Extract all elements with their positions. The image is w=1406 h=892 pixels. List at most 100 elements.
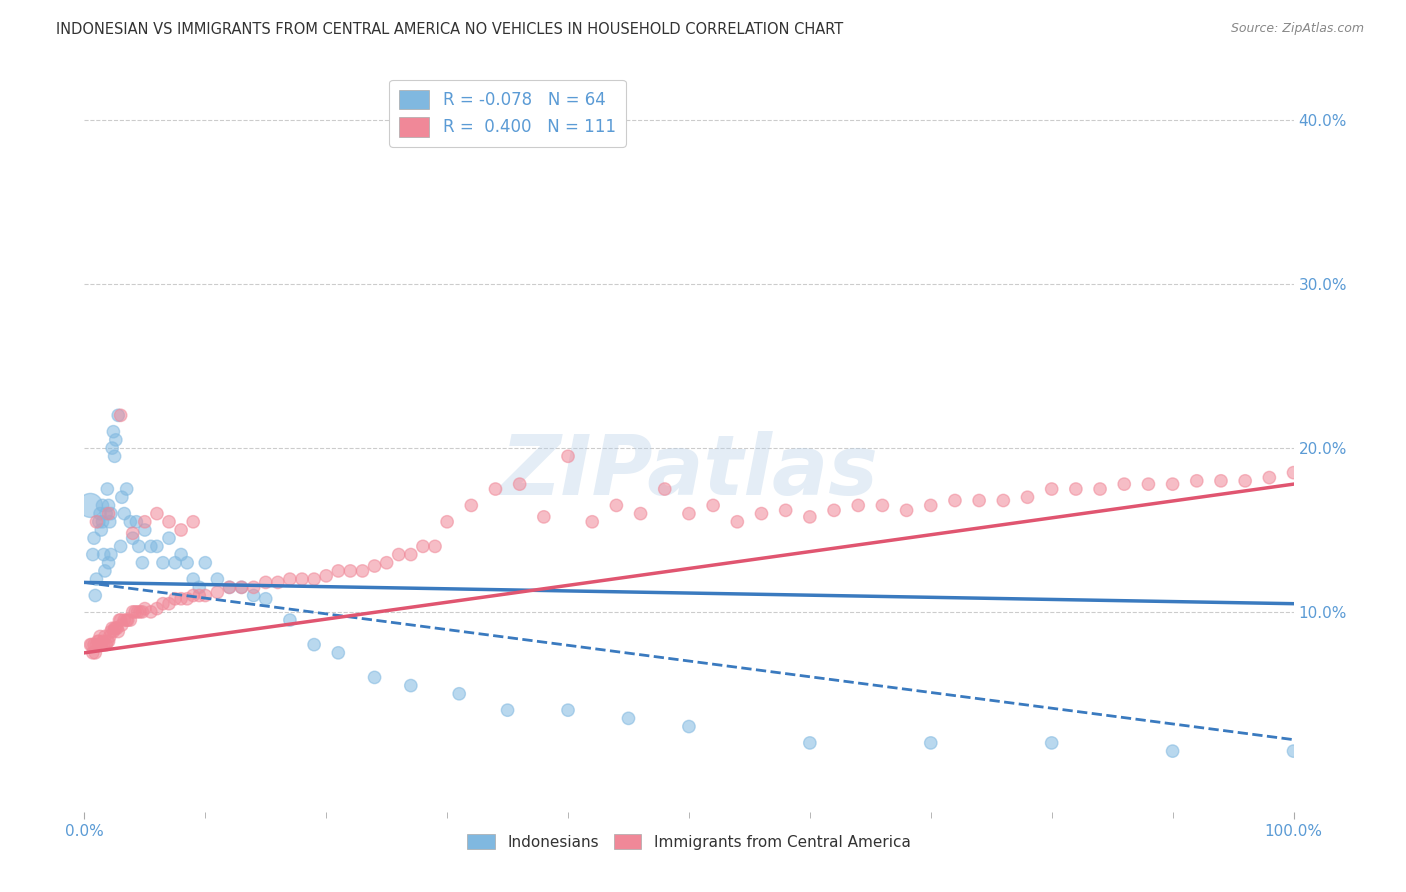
Point	[399, 548, 422, 562]
Point	[83, 531, 105, 545]
Point	[412, 540, 434, 554]
Point	[993, 493, 1015, 508]
Point	[104, 450, 127, 464]
Legend: Indonesians, Immigrants from Central America: Indonesians, Immigrants from Central Ame…	[461, 828, 917, 856]
Point	[363, 670, 385, 684]
Point	[799, 509, 821, 524]
Point	[920, 736, 942, 750]
Point	[484, 482, 506, 496]
Point	[128, 540, 150, 554]
Point	[207, 572, 229, 586]
Point	[107, 409, 129, 423]
Point	[121, 526, 143, 541]
Text: INDONESIAN VS IMMIGRANTS FROM CENTRAL AMERICA NO VEHICLES IN HOUSEHOLD CORRELATI: INDONESIAN VS IMMIGRANTS FROM CENTRAL AM…	[56, 22, 844, 37]
Point	[967, 493, 990, 508]
Point	[139, 605, 162, 619]
Point	[1137, 477, 1160, 491]
Point	[581, 515, 603, 529]
Point	[90, 523, 112, 537]
Point	[100, 548, 122, 562]
Point	[533, 509, 555, 524]
Point	[124, 605, 146, 619]
Point	[254, 575, 277, 590]
Point	[120, 515, 142, 529]
Point	[94, 507, 117, 521]
Point	[100, 507, 122, 521]
Point	[170, 591, 193, 606]
Point	[1282, 466, 1305, 480]
Point	[388, 548, 411, 562]
Point	[94, 564, 117, 578]
Point	[152, 556, 174, 570]
Point	[188, 589, 211, 603]
Point	[101, 441, 124, 455]
Point	[112, 507, 135, 521]
Point	[104, 621, 127, 635]
Point	[115, 613, 138, 627]
Point	[799, 736, 821, 750]
Point	[121, 605, 143, 619]
Point	[920, 499, 942, 513]
Point	[1040, 736, 1063, 750]
Point	[97, 556, 120, 570]
Point	[112, 613, 135, 627]
Point	[1161, 744, 1184, 758]
Point	[751, 507, 773, 521]
Point	[120, 613, 142, 627]
Point	[176, 591, 198, 606]
Point	[678, 507, 700, 521]
Point	[105, 621, 128, 635]
Point	[188, 580, 211, 594]
Point	[1040, 482, 1063, 496]
Point	[97, 634, 120, 648]
Point	[129, 605, 152, 619]
Point	[108, 613, 131, 627]
Point	[96, 482, 118, 496]
Point	[87, 515, 110, 529]
Point	[943, 493, 966, 508]
Point	[97, 507, 120, 521]
Point	[1234, 474, 1257, 488]
Point	[328, 564, 350, 578]
Point	[375, 556, 398, 570]
Point	[218, 580, 240, 594]
Point	[1088, 482, 1111, 496]
Point	[100, 624, 122, 639]
Point	[231, 580, 253, 594]
Point	[278, 613, 301, 627]
Point	[139, 540, 162, 554]
Point	[267, 575, 290, 590]
Point	[127, 605, 149, 619]
Point	[181, 572, 204, 586]
Point	[101, 621, 124, 635]
Point	[94, 630, 117, 644]
Point	[278, 572, 301, 586]
Point	[460, 499, 482, 513]
Point	[131, 556, 153, 570]
Point	[121, 531, 143, 545]
Point	[86, 638, 108, 652]
Point	[557, 703, 579, 717]
Point	[125, 515, 148, 529]
Point	[110, 540, 132, 554]
Point	[254, 591, 277, 606]
Point	[399, 679, 422, 693]
Point	[110, 613, 132, 627]
Point	[107, 624, 129, 639]
Point	[242, 589, 264, 603]
Point	[170, 548, 193, 562]
Point	[872, 499, 894, 513]
Point	[630, 507, 652, 521]
Point	[83, 638, 105, 652]
Point	[352, 564, 374, 578]
Point	[103, 624, 125, 639]
Point	[152, 597, 174, 611]
Point	[146, 540, 169, 554]
Point	[103, 425, 125, 439]
Point	[82, 646, 104, 660]
Point	[117, 613, 139, 627]
Point	[79, 499, 101, 513]
Point	[82, 548, 104, 562]
Point	[775, 503, 797, 517]
Point	[1258, 470, 1281, 484]
